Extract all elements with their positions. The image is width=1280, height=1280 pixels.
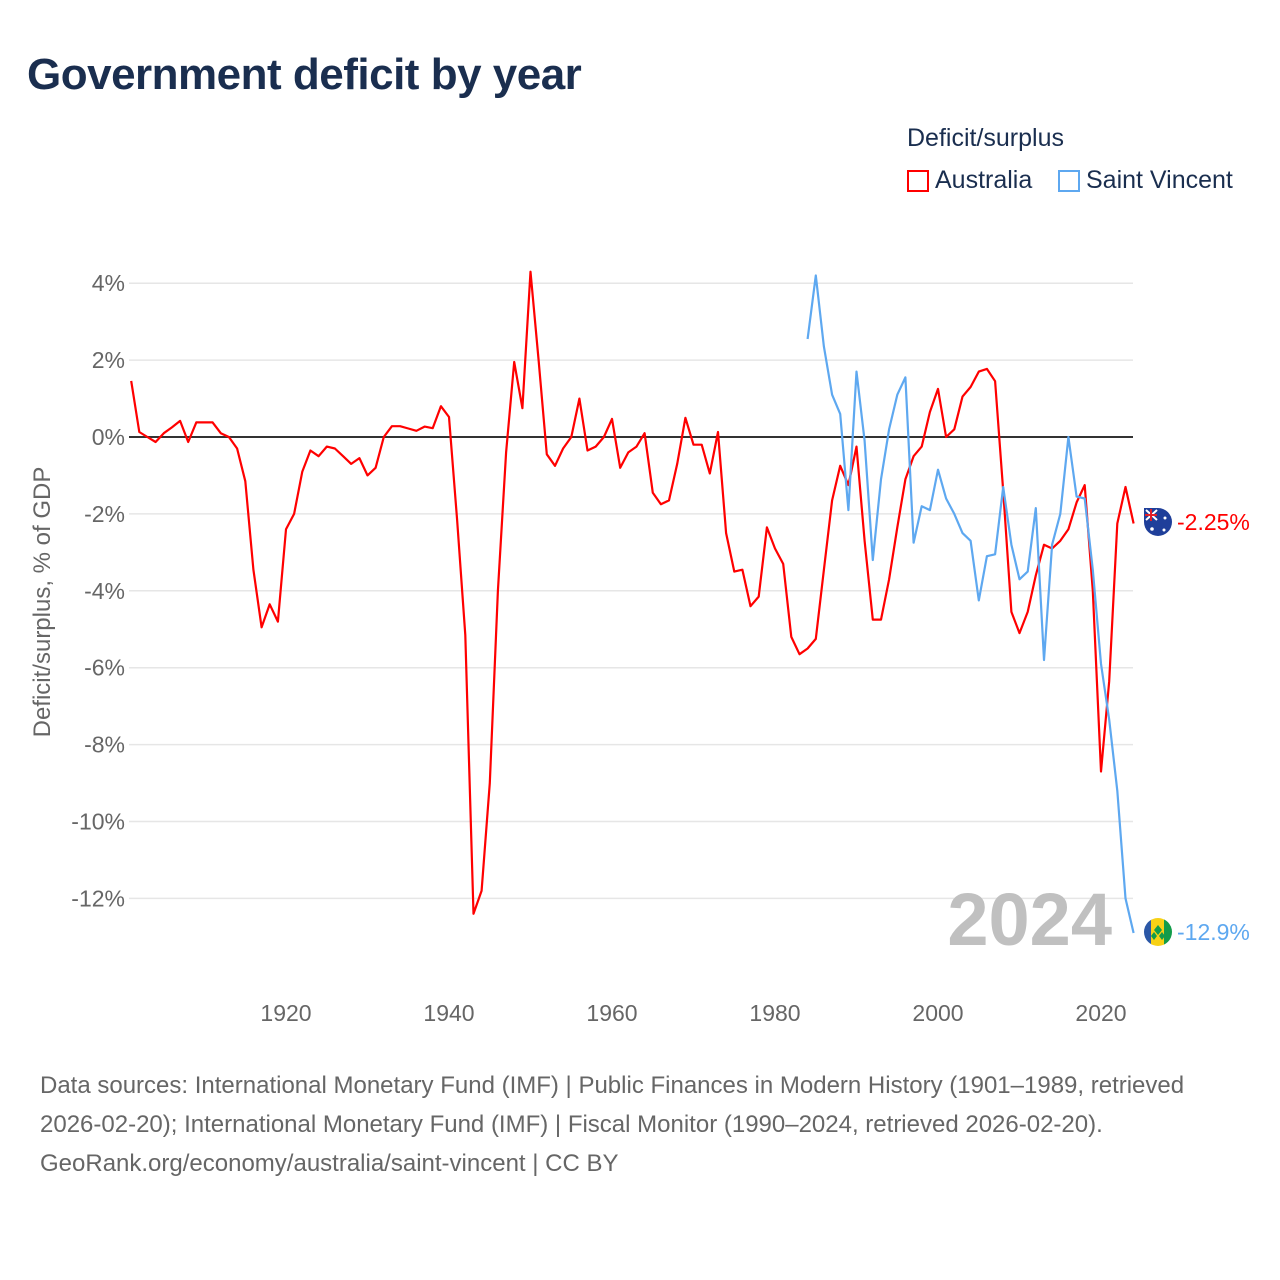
australia-end-label: -2.25% [1177, 509, 1250, 535]
saint-vincent-flag-icon [1144, 918, 1172, 946]
series-line-saint-vincent[interactable] [806, 274, 1135, 934]
legend-item-saint-vincent[interactable]: Saint Vincent [1058, 166, 1233, 195]
y-tick-label: -8% [84, 732, 125, 758]
x-tick-label: 2000 [912, 1000, 963, 1026]
x-tick-label: 2020 [1075, 1000, 1126, 1026]
footer: Data sources: International Monetary Fun… [40, 1066, 1240, 1183]
y-tick-label: -6% [84, 655, 125, 681]
y-tick-label: -12% [71, 885, 125, 911]
australia-flag-icon [1144, 508, 1172, 536]
x-tick-label: 1960 [586, 1000, 637, 1026]
legend-label: Saint Vincent [1086, 166, 1233, 194]
legend-title: Deficit/surplus [907, 124, 1064, 152]
credit-link[interactable]: GeoRank.org/economy/australia/saint-vinc… [40, 1150, 619, 1177]
saint-vincent-end-label: -12.9% [1177, 919, 1250, 945]
x-tick-label: 1920 [260, 1000, 311, 1026]
y-tick-label: -10% [71, 809, 125, 835]
legend-swatch-australia [907, 169, 929, 192]
legend-label: Australia [935, 166, 1033, 194]
legend-swatch-saint-vincent [1058, 169, 1080, 192]
y-tick-label: -2% [84, 501, 125, 527]
y-tick-label: -4% [84, 578, 125, 604]
page-title: Government deficit by year [27, 50, 582, 99]
y-tick-label: 4% [92, 270, 125, 296]
x-tick-label: 1980 [749, 1000, 800, 1026]
y-axis-label: Deficit/surplus, % of GDP [29, 467, 56, 738]
x-tick-label: 1940 [423, 1000, 474, 1026]
data-sources: Data sources: International Monetary Fun… [40, 1072, 1185, 1138]
legend-item-australia[interactable]: Australia [907, 166, 1032, 195]
series-line-australia[interactable] [130, 270, 1135, 915]
y-tick-label: 2% [92, 347, 125, 373]
line-chart: 4% 2% 0% -2% -4% -6% -8% -10% -12% 1920 1940 1960 1… [29, 270, 1250, 1026]
y-tick-label: 0% [92, 424, 125, 450]
year-watermark: 2024 [947, 878, 1112, 961]
